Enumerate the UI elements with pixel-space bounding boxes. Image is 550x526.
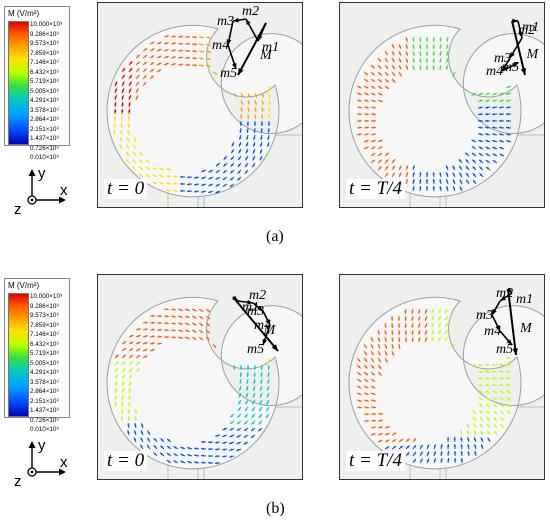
- legend-tick: 10.000×10³: [30, 21, 63, 28]
- time-label: t = T/4: [346, 451, 405, 471]
- legend-tick: 7.859×10³: [30, 49, 59, 57]
- legend-ticks: 10.000×10³ 9.286×10³ 9.573×10³ 7.859×10³…: [30, 20, 68, 161]
- axis-label-y: y: [38, 166, 46, 182]
- caption-a: (a): [266, 228, 284, 245]
- vector-label-m2: m2: [496, 286, 513, 301]
- legend-tick: 2.864×10³: [30, 116, 59, 124]
- time-label: t = 0: [104, 451, 148, 471]
- axis-label-z: z: [14, 201, 22, 216]
- vector-label-m2: m2: [518, 23, 535, 38]
- legend-tick: 5.005×10³: [30, 87, 59, 95]
- axis-label-y: y: [38, 438, 46, 454]
- colorbar-legend-b: M (V/m²) 10.000×10³ 9.286×10³ 9.573×10³ …: [4, 278, 70, 433]
- vector-label-m4: m4: [212, 38, 229, 53]
- legend-tick: 5.719×10³: [30, 78, 59, 86]
- legend-tick: 2.151×10³: [30, 397, 59, 405]
- vector-label-m5: m5: [502, 60, 519, 75]
- legend-tick: 7.146×10³: [30, 331, 59, 339]
- legend-title: M (V/m²): [8, 9, 40, 18]
- legend-tick: 0.010×10³: [30, 426, 59, 434]
- axis-label-z: z: [14, 473, 22, 488]
- colorbar-legend-a: M (V/m²) 10.000×10³ 9.286×10³ 9.573×10³ …: [4, 6, 70, 161]
- vector-label-m2: m2: [242, 4, 259, 19]
- field-panel-a-t0: m1 m2 m3 m4 m5 M t = 0: [97, 2, 303, 208]
- legend-ticks: 10.000×10³ 9.286×10³ 9.573×10³ 7.859×10³…: [30, 292, 68, 433]
- time-label: t = 0: [104, 179, 148, 199]
- legend-tick: 7.146×10³: [30, 59, 59, 67]
- vector-label-m4: m4: [486, 64, 503, 79]
- vector-label-m3: m3: [247, 304, 264, 319]
- legend-tick: 0.010×10³: [30, 154, 59, 162]
- vector-label-m2: m2: [249, 288, 266, 303]
- legend-title: M (V/m²): [8, 281, 40, 290]
- vector-label-m3: m3: [494, 51, 511, 66]
- vector-label-m4: m4: [254, 318, 271, 333]
- legend-tick: 0.726×10³: [30, 144, 59, 152]
- vector-label-M: M: [263, 323, 277, 338]
- vector-label-M: M: [259, 48, 273, 63]
- legend-tick: 3.578×10³: [30, 106, 59, 114]
- vector-label-m3: m3: [476, 308, 493, 323]
- legend-tick: 1.437×10³: [30, 135, 59, 143]
- field-panel-a-tq: m1 m2 m3 m4 m5 M t = T/4: [339, 2, 545, 208]
- vector-label-M: M: [519, 321, 533, 336]
- axis-label-x: x: [60, 454, 68, 471]
- legend-tick: 1.437×10³: [30, 407, 59, 415]
- legend-tick: 9.286×10³: [30, 302, 59, 310]
- vector-label-m5: m5: [220, 66, 237, 81]
- field-panel-b-tq: m1 m2 m3 m4 m5 M t = T/4: [339, 274, 545, 480]
- legend-tick: 9.286×10³: [30, 30, 59, 38]
- legend-tick: 5.719×10³: [30, 350, 59, 358]
- legend-tick: 5.005×10³: [30, 359, 59, 367]
- legend-tick: 6.432×10³: [30, 340, 59, 348]
- axis-label-x: x: [60, 182, 68, 199]
- legend-tick: 2.151×10³: [30, 125, 59, 133]
- vector-label-m1: m1: [262, 40, 279, 55]
- legend-tick: 3.578×10³: [30, 378, 59, 386]
- vector-label-m5: m5: [247, 342, 264, 357]
- legend-tick: 7.859×10³: [30, 321, 59, 329]
- vector-label-m5: m5: [496, 342, 513, 357]
- time-label: t = T/4: [346, 179, 405, 199]
- coordinate-axes-a: y x z: [10, 165, 72, 218]
- vector-label-m3: m3: [217, 14, 234, 29]
- legend-tick: 9.573×10³: [30, 312, 59, 320]
- caption-b: (b): [266, 500, 285, 517]
- vector-label-M: M: [526, 47, 540, 62]
- legend-tick: 4.291×10³: [30, 369, 59, 377]
- vector-label-m1: m1: [522, 20, 539, 35]
- legend-tick: 6.432×10³: [30, 68, 59, 76]
- legend-tick: 10.000×10³: [30, 293, 63, 300]
- legend-color-bar: [8, 293, 29, 417]
- field-panel-b-t0: m1 m2 m3 m4 m5 M t = 0: [97, 274, 303, 480]
- legend-tick: 2.864×10³: [30, 388, 59, 396]
- legend-color-bar: [8, 21, 29, 145]
- vector-label-m1: m1: [516, 292, 533, 307]
- field-plot: m1 m2 m3 m4 m5 M: [98, 3, 302, 207]
- legend-tick: 0.726×10³: [30, 416, 59, 424]
- vector-label-m1: m1: [242, 300, 259, 315]
- legend-tick: 4.291×10³: [30, 97, 59, 105]
- vector-label-m4: m4: [484, 324, 501, 339]
- coordinate-axes-b: y x z: [10, 437, 72, 490]
- legend-tick: 9.573×10³: [30, 40, 59, 48]
